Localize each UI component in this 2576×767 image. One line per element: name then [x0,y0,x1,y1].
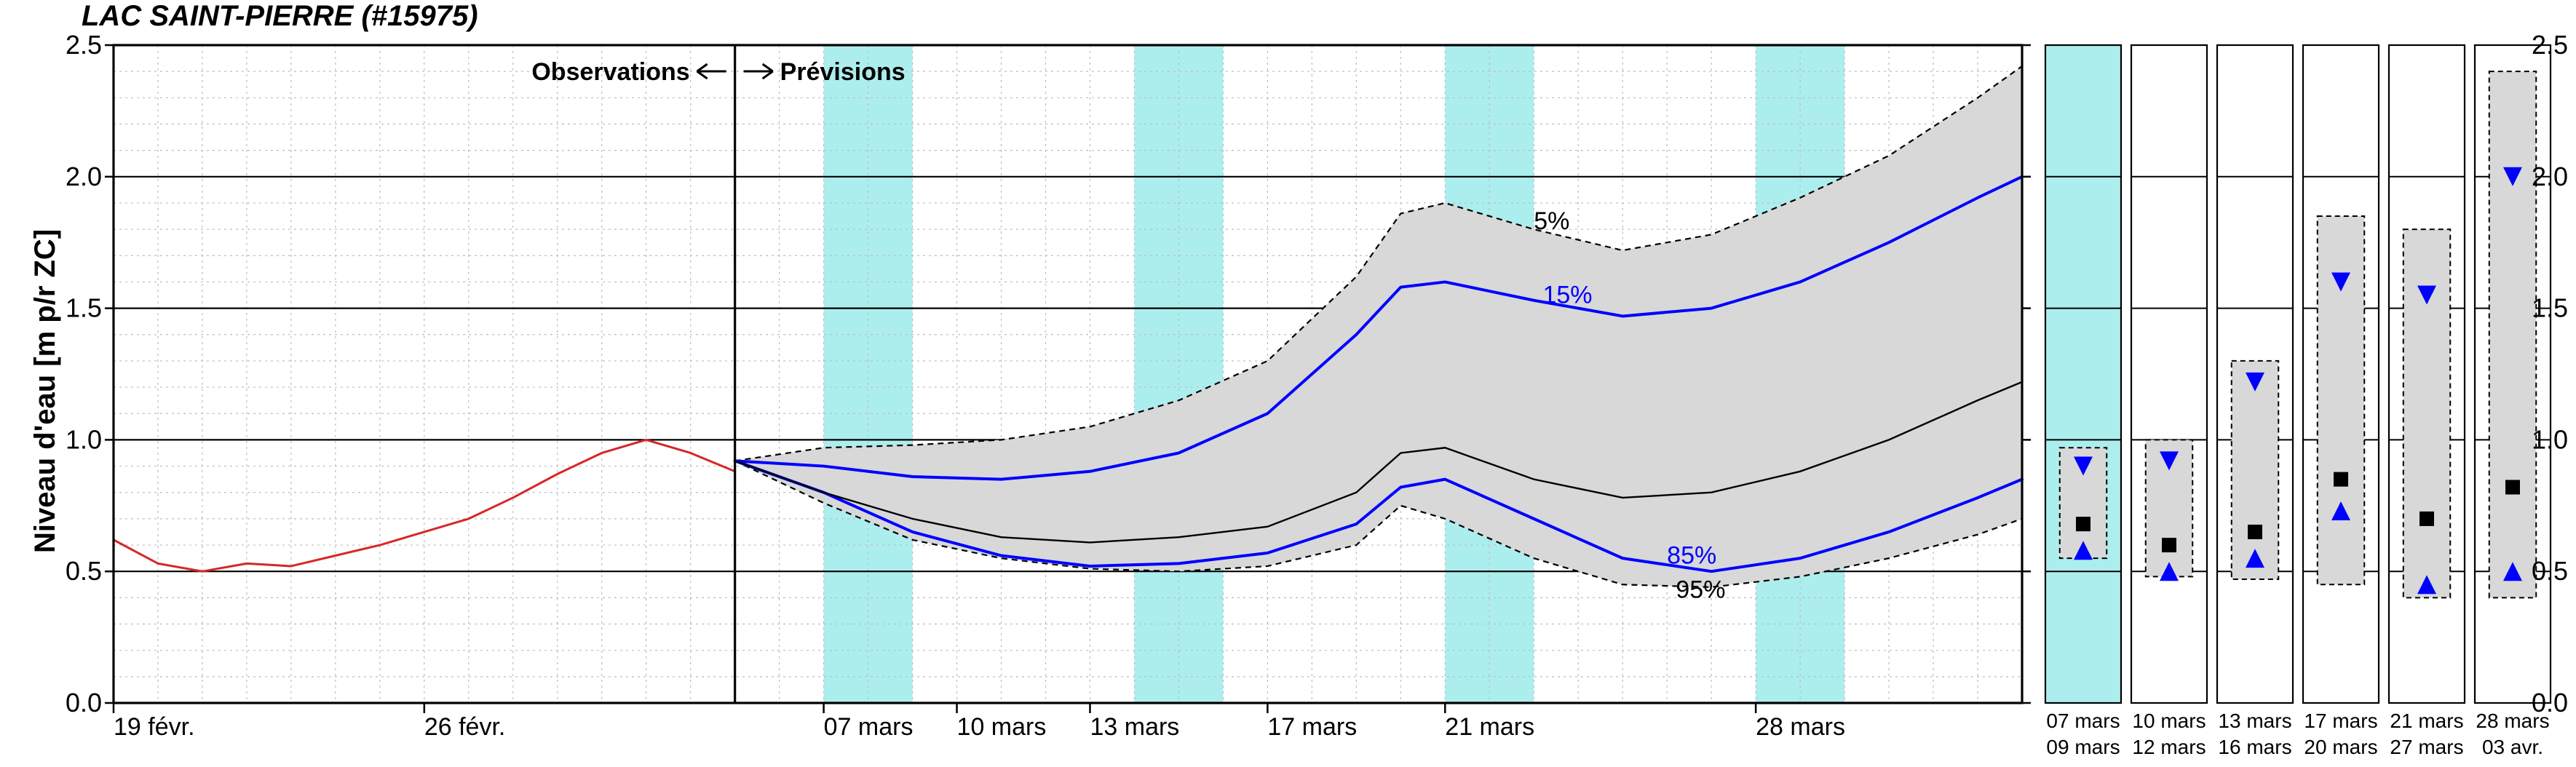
y-tick-label: 2.5 [66,30,102,60]
summary-label-bottom: 03 avr. [2482,736,2543,758]
summary-label-top: 17 mars [2304,710,2377,732]
summary-panel-bg [2045,45,2121,703]
x-tick-label: 07 mars [824,713,914,741]
y-tick-label: 2.0 [66,162,102,191]
percentile-annotation: 15% [1542,281,1592,309]
y-tick-label: 0.0 [66,688,102,718]
percentile-annotation: 85% [1667,541,1716,569]
square-marker [2505,480,2520,494]
y-tick-label-right: 0.5 [2532,556,2568,586]
summary-label-top: 21 mars [2390,710,2463,732]
summary-label-top: 13 mars [2218,710,2291,732]
y-tick-label: 0.5 [66,556,102,586]
square-marker [2334,472,2348,487]
summary-label-top: 07 mars [2046,710,2120,732]
y-tick-label-right: 1.5 [2532,293,2568,323]
square-marker [2162,538,2176,552]
summary-box [2403,229,2450,597]
summary-label-top: 10 mars [2132,710,2206,732]
summary-label-bottom: 20 mars [2304,736,2377,758]
x-tick-label: 26 févr. [424,713,506,741]
y-tick-label-right: 2.5 [2532,30,2568,60]
summary-panel-bg [2131,45,2207,703]
square-marker [2248,525,2262,539]
x-tick-label: 13 mars [1090,713,1179,741]
summary-box [2489,71,2536,597]
previsions-label: Prévisions [780,58,905,86]
chart-svg: Observations Prévisions 5% 15% 85% 95% 0.0 0.5 1… [0,0,2576,767]
summary-box [2318,216,2364,584]
percentile-annotation: 5% [1534,207,1569,235]
summary-label-bottom: 16 mars [2218,736,2291,758]
x-tick-label: 21 mars [1445,713,1534,741]
square-marker [2420,512,2434,526]
arrow-left-icon [697,64,726,79]
x-tick-label: 28 mars [1756,713,1845,741]
y-tick-label-right: 2.0 [2532,162,2568,191]
x-tick-label: 17 mars [1267,713,1357,741]
summary-box [2232,361,2278,579]
y-tick-label-right: 0.0 [2532,688,2568,718]
percentile-annotation: 95% [1676,576,1725,603]
figure: LAC SAINT-PIERRE (#15975) Niveau d'eau [… [0,0,2576,767]
x-tick-label: 19 févr. [114,713,195,741]
summary-label-bottom: 12 mars [2132,736,2206,758]
y-tick-label: 1.0 [66,424,102,454]
arrow-right-icon [744,64,773,79]
y-tick-label: 1.5 [66,293,102,323]
y-tick-label-right: 1.0 [2532,424,2568,454]
summary-label-bottom: 27 mars [2390,736,2463,758]
x-tick-label: 10 mars [957,713,1047,741]
square-marker [2076,517,2090,531]
observations-label: Observations [531,58,689,86]
summary-label-bottom: 09 mars [2046,736,2120,758]
